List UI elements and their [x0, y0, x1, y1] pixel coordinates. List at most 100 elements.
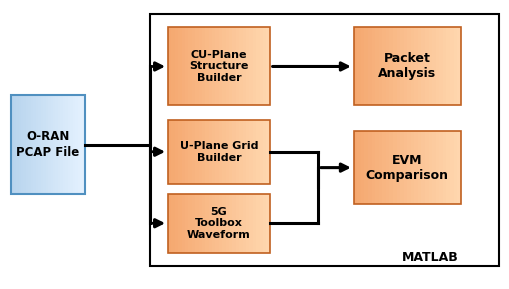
- Bar: [263, 194, 267, 253]
- Bar: [357, 131, 361, 204]
- Bar: [225, 27, 230, 105]
- Bar: [48, 95, 51, 194]
- Bar: [260, 120, 264, 184]
- Bar: [389, 131, 393, 204]
- Bar: [246, 120, 250, 184]
- Bar: [178, 194, 182, 253]
- Bar: [379, 131, 383, 204]
- Bar: [205, 120, 209, 184]
- Bar: [178, 27, 182, 105]
- Bar: [372, 131, 376, 204]
- Bar: [364, 27, 369, 105]
- Bar: [249, 27, 253, 105]
- Bar: [202, 27, 206, 105]
- Bar: [393, 27, 397, 105]
- Bar: [65, 95, 68, 194]
- Bar: [215, 194, 219, 253]
- Bar: [457, 27, 461, 105]
- Bar: [215, 120, 219, 184]
- Bar: [260, 194, 264, 253]
- Bar: [36, 95, 39, 194]
- Bar: [450, 27, 454, 105]
- Text: CU-Plane
Structure
Builder: CU-Plane Structure Builder: [189, 50, 248, 83]
- Bar: [411, 131, 415, 204]
- Bar: [75, 95, 78, 194]
- Bar: [73, 95, 76, 194]
- Bar: [43, 95, 46, 194]
- Bar: [23, 95, 26, 194]
- Bar: [199, 27, 203, 105]
- Bar: [382, 131, 386, 204]
- Bar: [188, 27, 192, 105]
- Bar: [263, 27, 267, 105]
- Bar: [436, 27, 440, 105]
- Bar: [357, 27, 361, 105]
- Bar: [195, 27, 199, 105]
- Bar: [372, 27, 376, 105]
- Bar: [354, 131, 358, 204]
- Bar: [172, 120, 175, 184]
- Bar: [229, 27, 233, 105]
- Bar: [404, 27, 408, 105]
- Bar: [411, 27, 415, 105]
- Bar: [414, 27, 418, 105]
- Bar: [443, 27, 447, 105]
- Bar: [229, 120, 233, 184]
- Bar: [236, 194, 240, 253]
- Bar: [243, 27, 246, 105]
- Bar: [233, 194, 236, 253]
- Bar: [209, 120, 213, 184]
- Bar: [404, 131, 408, 204]
- Bar: [233, 27, 236, 105]
- Bar: [215, 27, 219, 105]
- Bar: [212, 27, 216, 105]
- Bar: [168, 27, 172, 105]
- Bar: [454, 27, 458, 105]
- Bar: [436, 131, 440, 204]
- Bar: [361, 131, 365, 204]
- Bar: [205, 194, 209, 253]
- Bar: [168, 194, 270, 253]
- Bar: [53, 95, 56, 194]
- Bar: [219, 120, 223, 184]
- Bar: [432, 131, 436, 204]
- Bar: [243, 194, 246, 253]
- Bar: [256, 27, 260, 105]
- Bar: [379, 27, 383, 105]
- Bar: [397, 27, 401, 105]
- Bar: [386, 131, 390, 204]
- Bar: [439, 131, 443, 204]
- Bar: [446, 131, 450, 204]
- Bar: [236, 27, 240, 105]
- Bar: [16, 95, 19, 194]
- Bar: [175, 27, 179, 105]
- Bar: [29, 95, 32, 194]
- Bar: [354, 27, 461, 105]
- Bar: [256, 194, 260, 253]
- Text: 5G
Toolbox
Waveform: 5G Toolbox Waveform: [187, 207, 251, 240]
- Bar: [239, 27, 243, 105]
- Bar: [192, 194, 195, 253]
- Bar: [34, 95, 36, 194]
- Bar: [41, 95, 44, 194]
- Bar: [80, 95, 83, 194]
- Bar: [14, 95, 17, 194]
- Bar: [192, 27, 195, 105]
- Bar: [400, 131, 404, 204]
- Bar: [364, 131, 369, 204]
- Bar: [249, 194, 253, 253]
- Bar: [168, 120, 172, 184]
- Bar: [182, 27, 185, 105]
- Bar: [429, 27, 433, 105]
- Bar: [225, 194, 230, 253]
- Bar: [202, 120, 206, 184]
- Bar: [418, 27, 422, 105]
- Bar: [375, 27, 379, 105]
- Bar: [209, 27, 213, 105]
- Bar: [185, 120, 189, 184]
- Bar: [243, 120, 246, 184]
- Bar: [446, 27, 450, 105]
- Text: U-Plane Grid
Builder: U-Plane Grid Builder: [180, 141, 258, 162]
- Bar: [454, 131, 458, 204]
- Bar: [407, 27, 411, 105]
